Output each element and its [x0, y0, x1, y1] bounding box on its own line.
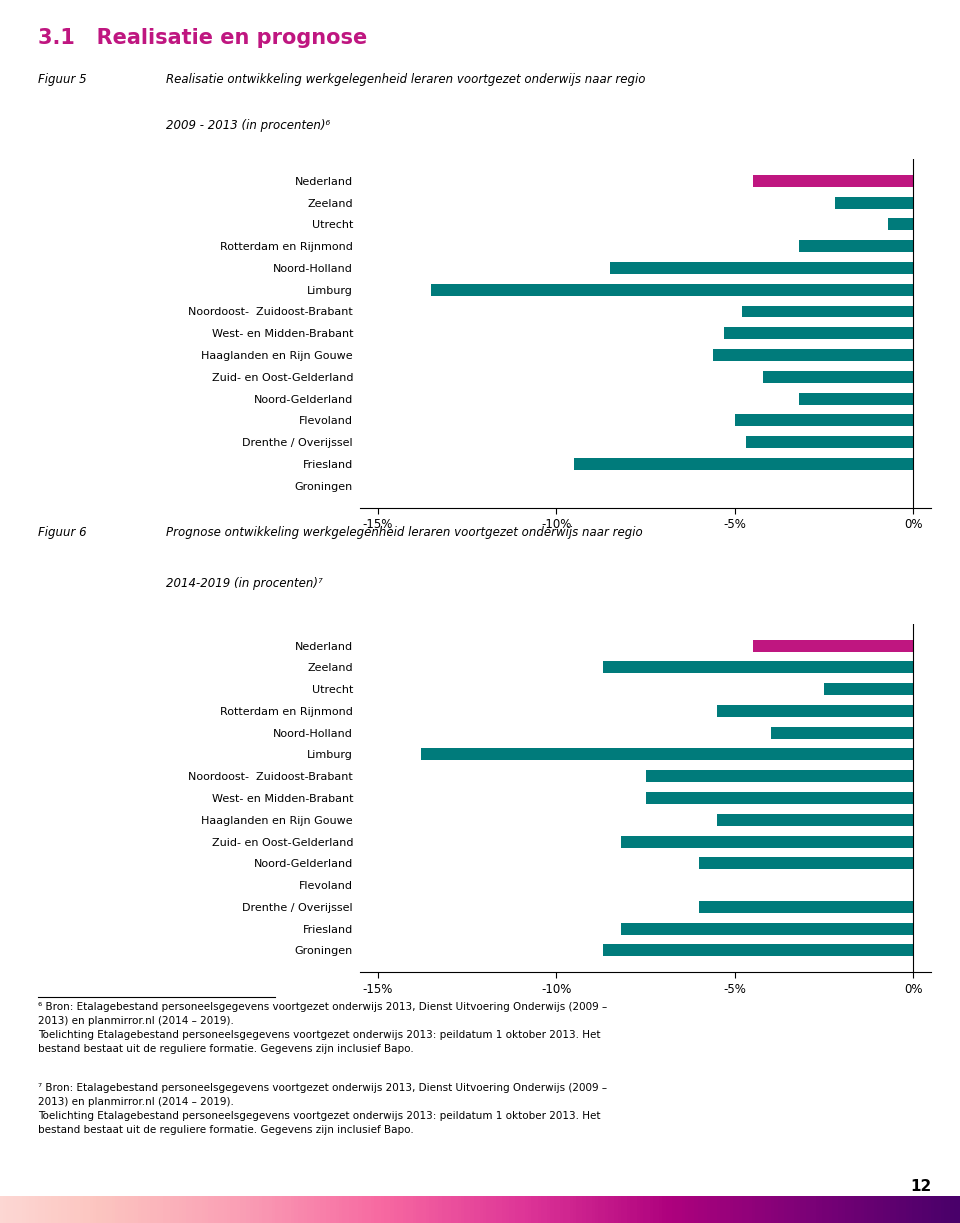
Bar: [824, 684, 913, 695]
Text: ⁶ Bron: Etalagebestand personeelsgegevens voortgezet onderwijs 2013, Dienst Uitv: ⁶ Bron: Etalagebestand personeelsgegeven…: [38, 1002, 608, 1053]
Bar: [603, 662, 913, 674]
Bar: [574, 457, 913, 470]
Bar: [753, 175, 913, 187]
Bar: [620, 922, 913, 934]
Bar: [753, 640, 913, 652]
Bar: [620, 835, 913, 848]
Bar: [645, 770, 913, 783]
Text: Figuur 5: Figuur 5: [38, 73, 87, 87]
Bar: [420, 748, 913, 761]
Text: Figuur 6: Figuur 6: [38, 526, 87, 539]
Bar: [742, 306, 913, 318]
Bar: [699, 901, 913, 912]
Bar: [724, 328, 913, 339]
Text: ⁷ Bron: Etalagebestand personeelsgegevens voortgezet onderwijs 2013, Dienst Uitv: ⁷ Bron: Etalagebestand personeelsgegeven…: [38, 1082, 608, 1135]
Bar: [771, 726, 913, 739]
Bar: [763, 371, 913, 383]
Bar: [431, 284, 913, 296]
Text: Prognose ontwikkeling werkgelegenheid leraren voortgezet onderwijs naar regio: Prognose ontwikkeling werkgelegenheid le…: [166, 526, 643, 539]
Text: 2009 - 2013 (in procenten)⁶: 2009 - 2013 (in procenten)⁶: [166, 120, 330, 132]
Bar: [713, 349, 913, 361]
Bar: [717, 704, 913, 717]
Text: 2014-2019 (in procenten)⁷: 2014-2019 (in procenten)⁷: [166, 577, 324, 591]
Text: 3.1   Realisatie en prognose: 3.1 Realisatie en prognose: [38, 28, 368, 48]
Bar: [699, 857, 913, 870]
Bar: [835, 197, 913, 209]
Bar: [645, 793, 913, 804]
Bar: [799, 240, 913, 252]
Bar: [799, 393, 913, 405]
Bar: [717, 813, 913, 826]
Bar: [888, 219, 913, 230]
Bar: [610, 262, 913, 274]
Bar: [746, 437, 913, 448]
Bar: [603, 944, 913, 956]
Text: 12: 12: [910, 1179, 931, 1194]
Text: Realisatie ontwikkeling werkgelegenheid leraren voortgezet onderwijs naar regio: Realisatie ontwikkeling werkgelegenheid …: [166, 73, 646, 87]
Bar: [734, 415, 913, 427]
